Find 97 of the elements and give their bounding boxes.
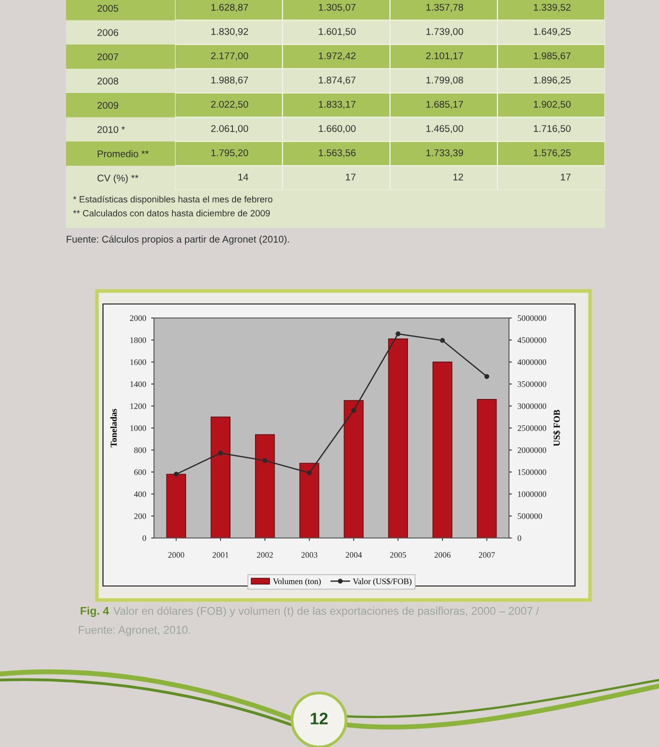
data-label: 2.101,17 — [426, 52, 464, 60]
x-tick-label: 2005 — [390, 552, 406, 558]
legend-label: Valor (US$/FOB) — [352, 578, 412, 586]
caption: Fig. 4 — [80, 606, 109, 617]
data-label: 17 — [560, 174, 571, 180]
data-label: 1.716,50 — [534, 125, 571, 134]
x-tick-label: 2001 — [212, 552, 228, 558]
x-tick-label: 2000 — [168, 552, 184, 558]
bar — [432, 362, 452, 538]
data-label: 1.649,25 — [534, 28, 571, 36]
data-label: 1.833,17 — [318, 100, 356, 109]
y-tick-label: 2009 — [97, 102, 118, 109]
point — [174, 472, 179, 477]
data-label: 1.874,67 — [318, 76, 356, 85]
y-tick-label: Promedio ** — [98, 150, 149, 158]
text: Valor en dólares (FOB) y volumen (t) de las exportaciones de pasifloras, 2000 – 2007 / — [113, 606, 540, 617]
y2-tick-label: 2000000 — [518, 447, 546, 453]
y2-tick-label: 2500000 — [518, 425, 546, 431]
data-label: 1.985,67 — [534, 52, 571, 60]
data-label: 1.628,87 — [211, 4, 248, 12]
data-label: 14 — [238, 174, 248, 180]
data-label: 2.022,50 — [211, 100, 248, 109]
y-tick-label: 800 — [134, 447, 146, 453]
text: ** Calculados con datos hasta diciembre de 2009 — [73, 210, 270, 216]
data-label: 1.305,07 — [318, 4, 356, 12]
y-tick-label: 2000 — [130, 315, 146, 321]
x-tick-label: 2004 — [346, 552, 362, 558]
data-label: 1.902,50 — [534, 100, 571, 109]
y2-tick-label: 1500000 — [518, 469, 546, 475]
data-label: 1.576,25 — [534, 149, 571, 158]
y-tick-label: 1800 — [130, 337, 146, 343]
y-axis-title: Toneladas — [110, 408, 117, 448]
y2-tick-label: 4500000 — [517, 337, 546, 343]
y-tick-label: 2010 * — [97, 126, 125, 133]
bar — [210, 416, 230, 538]
x-tick-label: 2003 — [301, 552, 318, 558]
y-tick-label: 1200 — [130, 403, 146, 409]
data-label: 1.988,67 — [211, 76, 248, 85]
bar — [255, 434, 275, 538]
data-label: 1.357,78 — [426, 4, 464, 12]
data-label: 1.465,00 — [426, 125, 464, 134]
source-note: Fuente: Cálculos propios a partir de Agronet (2010). — [66, 235, 289, 245]
point — [306, 470, 312, 476]
text: 12 — [310, 712, 328, 724]
y2-axis-title: US$ FOB — [553, 410, 560, 446]
y-tick-label: 600 — [134, 469, 146, 475]
y-tick-label: 0 — [142, 535, 146, 541]
y-tick-label: 2005 — [97, 4, 118, 12]
y2-tick-label: 500000 — [518, 513, 542, 519]
data-label: 1.896,25 — [534, 76, 571, 85]
point — [396, 331, 400, 336]
x-tick-label: 2007 — [478, 552, 495, 558]
data-label: 1.601,50 — [318, 28, 356, 36]
bar — [344, 400, 364, 538]
y-tick-label: CV (%) ** — [97, 174, 138, 184]
x-tick-label: 2002 — [256, 552, 273, 558]
bar — [166, 474, 186, 538]
point — [440, 338, 445, 343]
y2-tick-label: 3000000 — [518, 403, 546, 409]
y2-tick-label: 5000000 — [518, 315, 546, 321]
y2-tick-label: 3500000 — [518, 381, 546, 387]
data-label: 1.830,92 — [211, 28, 248, 36]
data-label: 12 — [453, 174, 464, 180]
data-label: 1.660,00 — [318, 125, 356, 134]
x-tick-label: 2006 — [434, 552, 451, 558]
y-tick-label: 1600 — [130, 359, 146, 365]
bar — [476, 399, 497, 538]
y2-tick-label: 0 — [518, 535, 522, 541]
data-label: 17 — [346, 174, 356, 180]
y-tick-label: 1000 — [130, 425, 146, 431]
data-label: 1.795,20 — [211, 149, 248, 158]
y-tick-label: 2006 — [97, 29, 118, 36]
y-tick-label: 1400 — [130, 381, 146, 387]
data-label: 1.685,17 — [426, 100, 464, 109]
y-tick-label: 400 — [134, 491, 146, 497]
y-tick-label: 200 — [134, 513, 146, 519]
data-label: 1.799,08 — [426, 76, 464, 85]
y2-tick-label: 1000000 — [518, 491, 546, 497]
text: * Estadísticas disponibles hasta el mes de febrero — [73, 196, 272, 204]
data-label: 2.061,00 — [211, 125, 248, 134]
data-label: 1.563,56 — [318, 149, 356, 158]
y-tick-label: 2007 — [97, 53, 118, 60]
point — [218, 450, 223, 456]
bar — [388, 338, 408, 538]
data-label: 1.339,52 — [534, 4, 571, 12]
data-label: 2.177,00 — [211, 52, 248, 60]
point — [262, 458, 268, 463]
data-label: 1.733,39 — [426, 149, 464, 158]
y-tick-label: 2008 — [97, 78, 118, 84]
point — [351, 408, 356, 413]
bar — [299, 462, 320, 538]
y2-tick-label: 4000000 — [517, 359, 546, 365]
data-label: 1.972,42 — [318, 52, 356, 60]
data-label: 1.739,00 — [426, 28, 464, 36]
source-note: Fuente: Agronet, 2010. — [78, 626, 190, 636]
point — [484, 374, 490, 379]
legend-label: Volumen (ton) — [272, 578, 321, 586]
